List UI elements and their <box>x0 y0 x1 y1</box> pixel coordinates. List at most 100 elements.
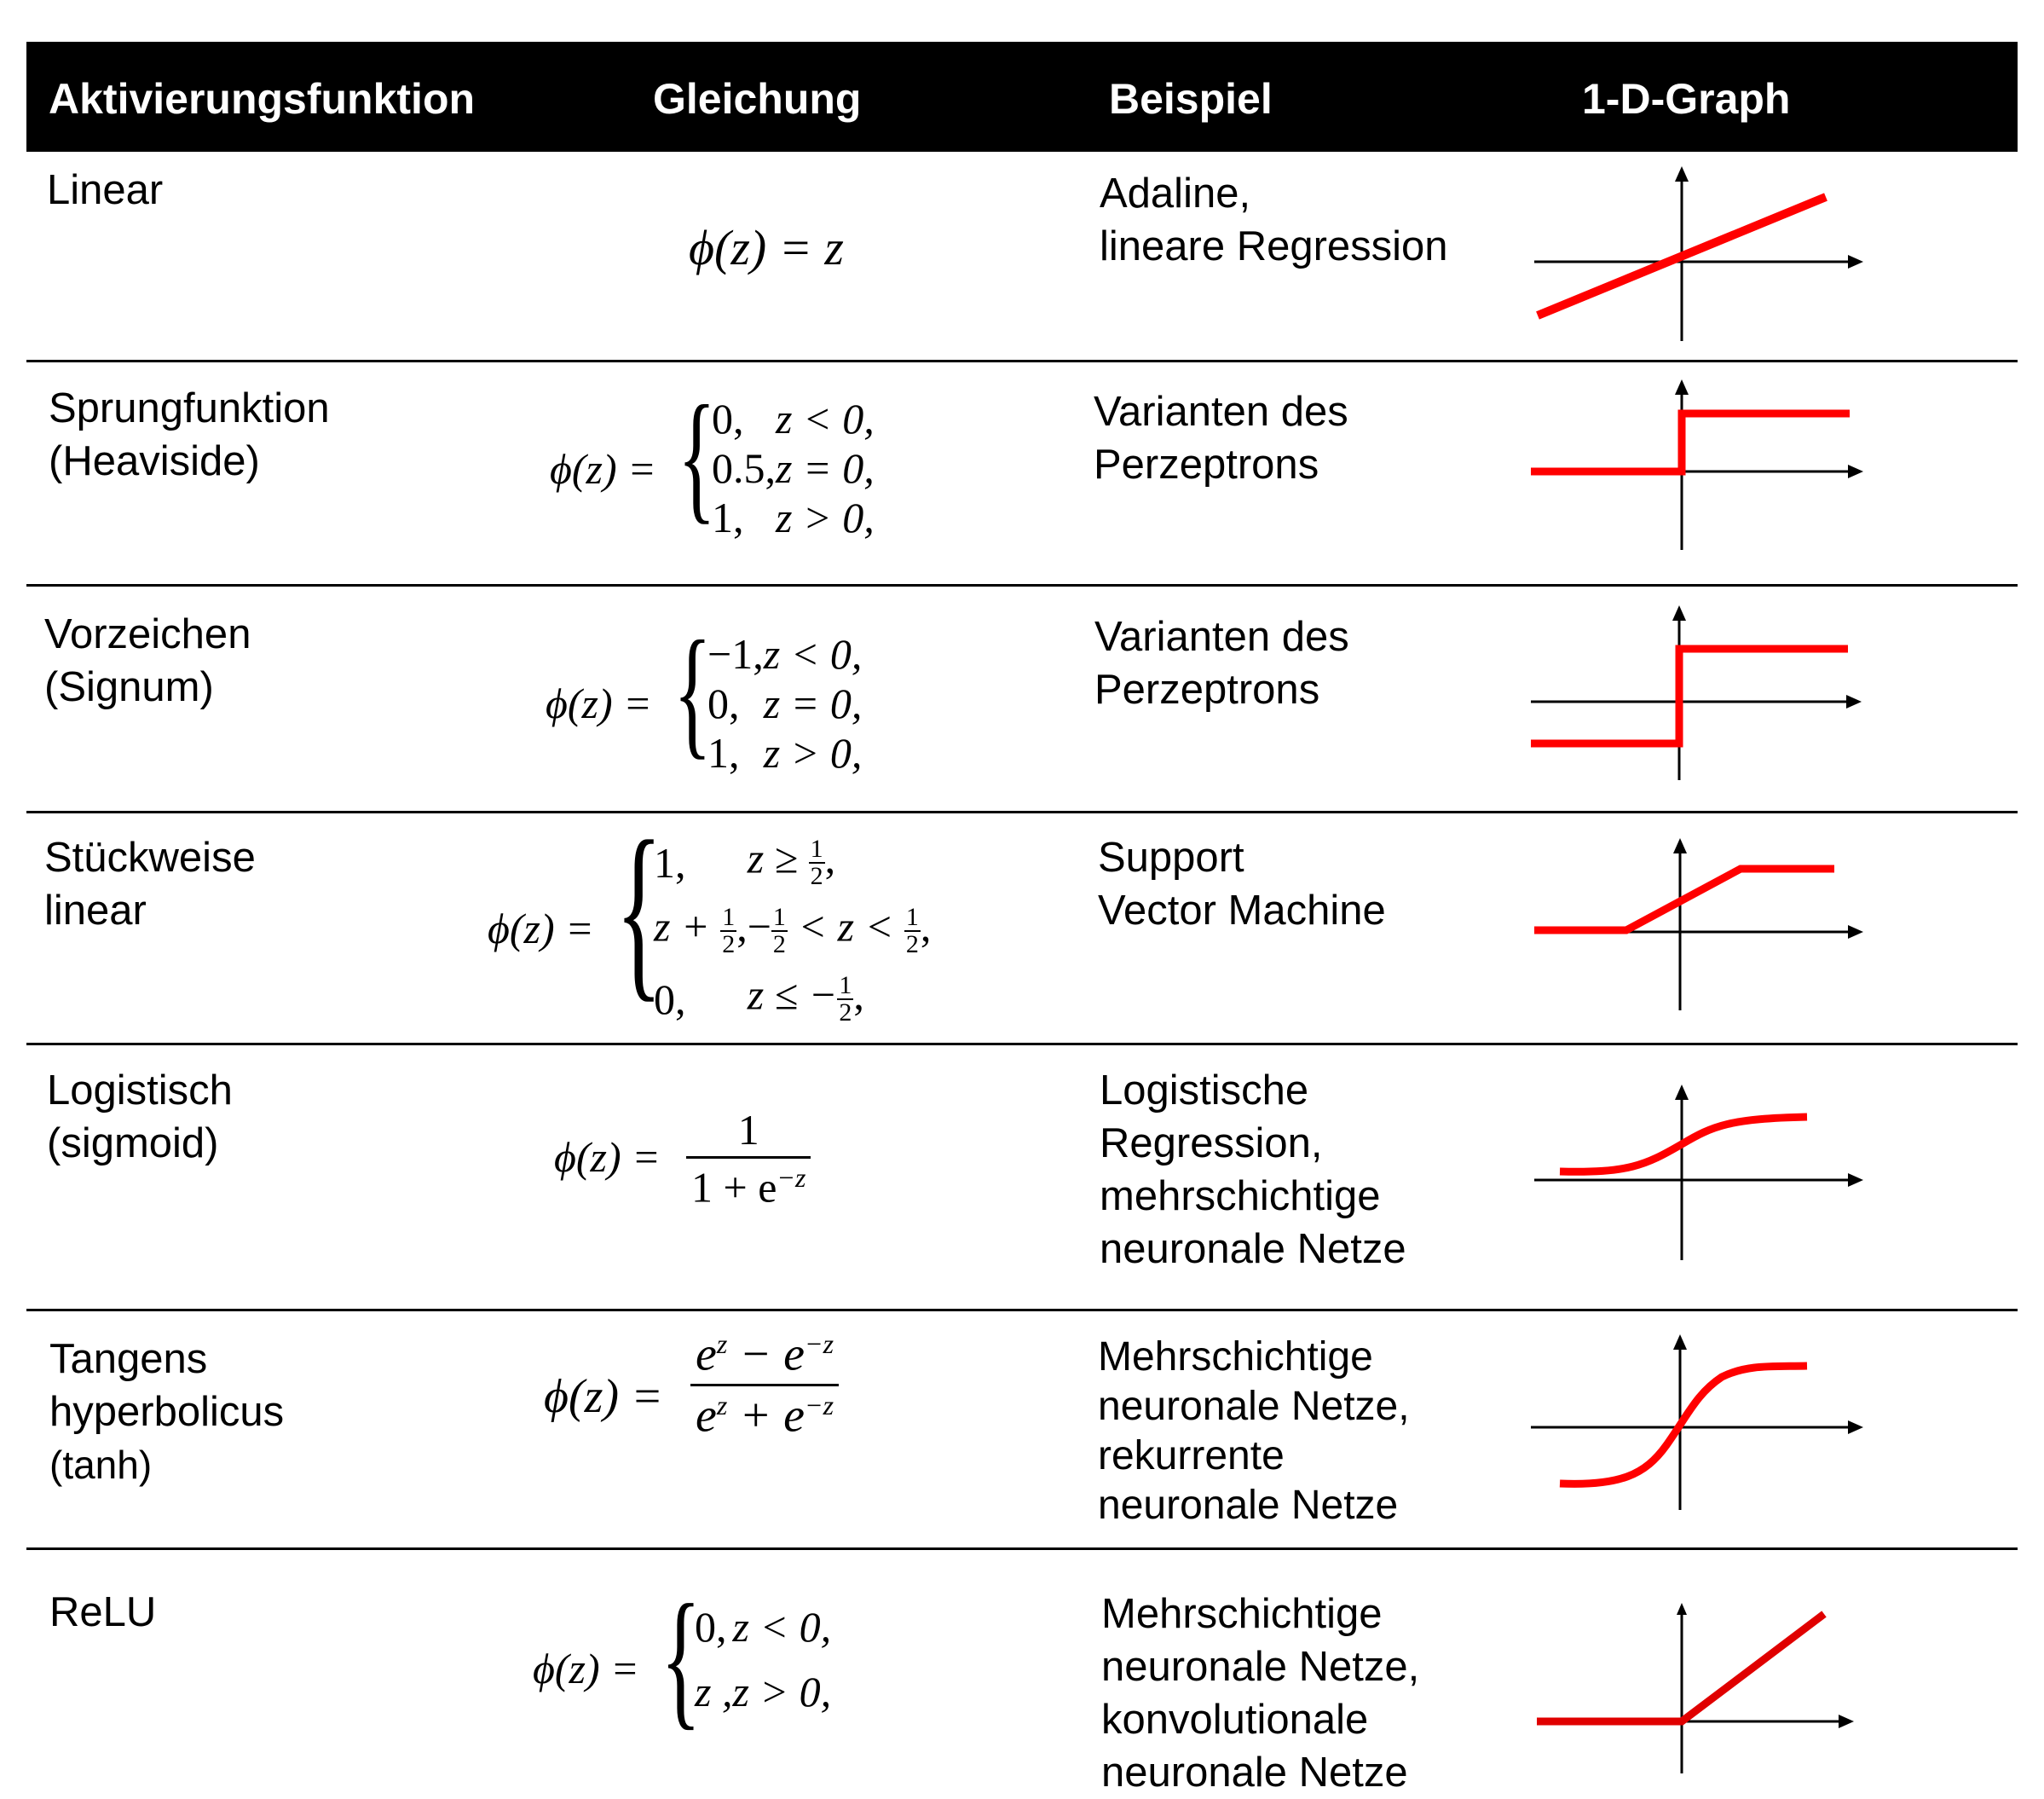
row-divider <box>26 1547 2018 1550</box>
header-graph: 1-D-Graph <box>1582 75 1791 123</box>
example-line: Logistische <box>1100 1067 1309 1114</box>
equation-lhs: ϕ(z) = <box>550 445 656 493</box>
left-brace: { <box>661 1573 702 1743</box>
fraction: 1 1 + e−z <box>686 1108 811 1209</box>
case-value: 1, <box>654 839 686 887</box>
tanh-graph-icon <box>1531 1334 1863 1510</box>
cases-table: 0, z < 0, 0.5, z = 0, 1, z > 0, <box>712 394 875 542</box>
equation-lhs: ϕ(z) = <box>488 905 594 952</box>
function-name: ReLU <box>49 1589 157 1635</box>
example-line: Varianten des <box>1094 614 1349 660</box>
row-linear-equation: ϕ(z) = z <box>689 223 844 273</box>
table-header: Aktivierungsfunktion Gleichung Beispiel … <box>26 42 2018 152</box>
row-step-example: Varianten des Perzeptrons <box>1094 385 1348 491</box>
function-name: Sprungfunktion <box>49 385 330 431</box>
sigmoid-graph-icon <box>1534 1085 1863 1260</box>
equation-lhs: ϕ(z) = <box>546 680 652 727</box>
case-value: z + <box>654 902 710 951</box>
function-name: linear <box>44 888 147 934</box>
example-line: rekurrente <box>1098 1433 1285 1478</box>
equation-lhs: ϕ(z) = <box>533 1645 639 1692</box>
example-line: Perzeptrons <box>1094 667 1320 713</box>
example-line: neuronale Netze <box>1098 1483 1399 1528</box>
row-divider <box>26 1309 2018 1311</box>
case-condition: z ≤ − <box>747 970 838 1019</box>
function-name: hyperbolicus <box>49 1389 285 1435</box>
case-value: 0.5, <box>712 444 776 492</box>
case-value: −1, <box>707 630 764 678</box>
case-condition: z > 0, <box>732 1668 832 1715</box>
example-line: mehrschichtige <box>1100 1173 1381 1219</box>
function-name: (sigmoid) <box>47 1120 219 1166</box>
row-piecewise-name: Stückweise linear <box>44 831 256 937</box>
linear-graph-icon <box>1534 166 1863 341</box>
case-value: 0, <box>712 395 744 443</box>
function-name: Linear <box>47 167 164 213</box>
row-linear-example: Adaline, lineare Regression <box>1100 167 1448 273</box>
left-brace: { <box>615 801 663 1018</box>
case-condition: z < 0, <box>732 1603 832 1651</box>
example-line: Mehrschichtige <box>1101 1591 1383 1637</box>
example-line: Perzeptrons <box>1094 442 1319 488</box>
cases-table: 0, z < 0, z ,z > 0, <box>695 1594 831 1724</box>
row-sigmoid-example: Logistische Regression, mehrschichtige n… <box>1100 1064 1406 1275</box>
case-value: z , <box>695 1668 733 1715</box>
row-sigmoid-name: Logistisch (sigmoid) <box>47 1064 233 1170</box>
equation-lhs: ϕ(z) = <box>544 1370 663 1423</box>
relu-graph-icon <box>1537 1603 1854 1773</box>
header-example: Beispiel <box>1109 75 1273 123</box>
header-function: Aktivierungsfunktion <box>49 75 476 123</box>
row-divider <box>26 360 2018 362</box>
cases-table: −1, z < 0, 0, z = 0, 1, z > 0, <box>707 629 862 778</box>
function-name: (tanh) <box>49 1443 153 1487</box>
row-tanh-name: Tangens hyperbolicus (tanh) <box>49 1333 284 1491</box>
example-line: neuronale Netze <box>1100 1226 1406 1272</box>
example-line: Vector Machine <box>1098 888 1386 934</box>
case-value: 1, <box>707 729 740 777</box>
function-name: Tangens <box>49 1336 208 1382</box>
function-name: Logistisch <box>47 1067 233 1114</box>
row-relu-name: ReLU <box>49 1586 156 1639</box>
left-brace: { <box>673 611 712 772</box>
equation-text: ϕ(z) = z <box>689 220 844 275</box>
function-name: Vorzeichen <box>44 611 251 657</box>
example-line: neuronale Netze, <box>1101 1644 1420 1690</box>
example-line: konvolutionale <box>1101 1697 1369 1743</box>
case-condition: z = 0, <box>776 444 875 492</box>
fraction: ez − e−z ez + e−z <box>690 1330 840 1439</box>
example-line: Varianten des <box>1094 389 1348 435</box>
row-divider <box>26 811 2018 813</box>
example-line: Mehrschichtige <box>1098 1334 1373 1380</box>
case-value: 0, <box>695 1603 727 1651</box>
case-condition: z = 0, <box>763 680 863 727</box>
case-value: 0, <box>654 975 686 1023</box>
example-line: Support <box>1098 835 1244 881</box>
example-line: neuronale Netze, <box>1098 1384 1410 1429</box>
row-linear-name: Linear <box>47 164 163 217</box>
row-piecewise-example: Support Vector Machine <box>1098 831 1386 937</box>
function-name: (Signum) <box>44 664 214 710</box>
row-sign-name: Vorzeichen (Signum) <box>44 608 251 714</box>
case-condition: z < 0, <box>763 630 863 678</box>
sign-graph-icon <box>1531 605 1862 780</box>
row-divider <box>26 1043 2018 1045</box>
case-condition: z > 0, <box>763 729 863 777</box>
case-condition: z > 0, <box>776 494 875 541</box>
row-divider <box>26 584 2018 587</box>
case-condition: z ≥ <box>747 834 799 882</box>
step-graph-icon <box>1531 379 1863 550</box>
case-value: 1, <box>712 494 744 541</box>
row-tanh-example: Mehrschichtige neuronale Netze, rekurren… <box>1098 1333 1410 1530</box>
row-step-name: Sprungfunktion (Heaviside) <box>49 382 330 488</box>
left-brace: { <box>678 376 716 536</box>
row-relu-example: Mehrschichtige neuronale Netze, konvolut… <box>1101 1588 1419 1799</box>
row-sign-example: Varianten des Perzeptrons <box>1094 610 1349 716</box>
case-condition: < z < <box>798 902 894 951</box>
function-name: (Heaviside) <box>49 438 260 484</box>
